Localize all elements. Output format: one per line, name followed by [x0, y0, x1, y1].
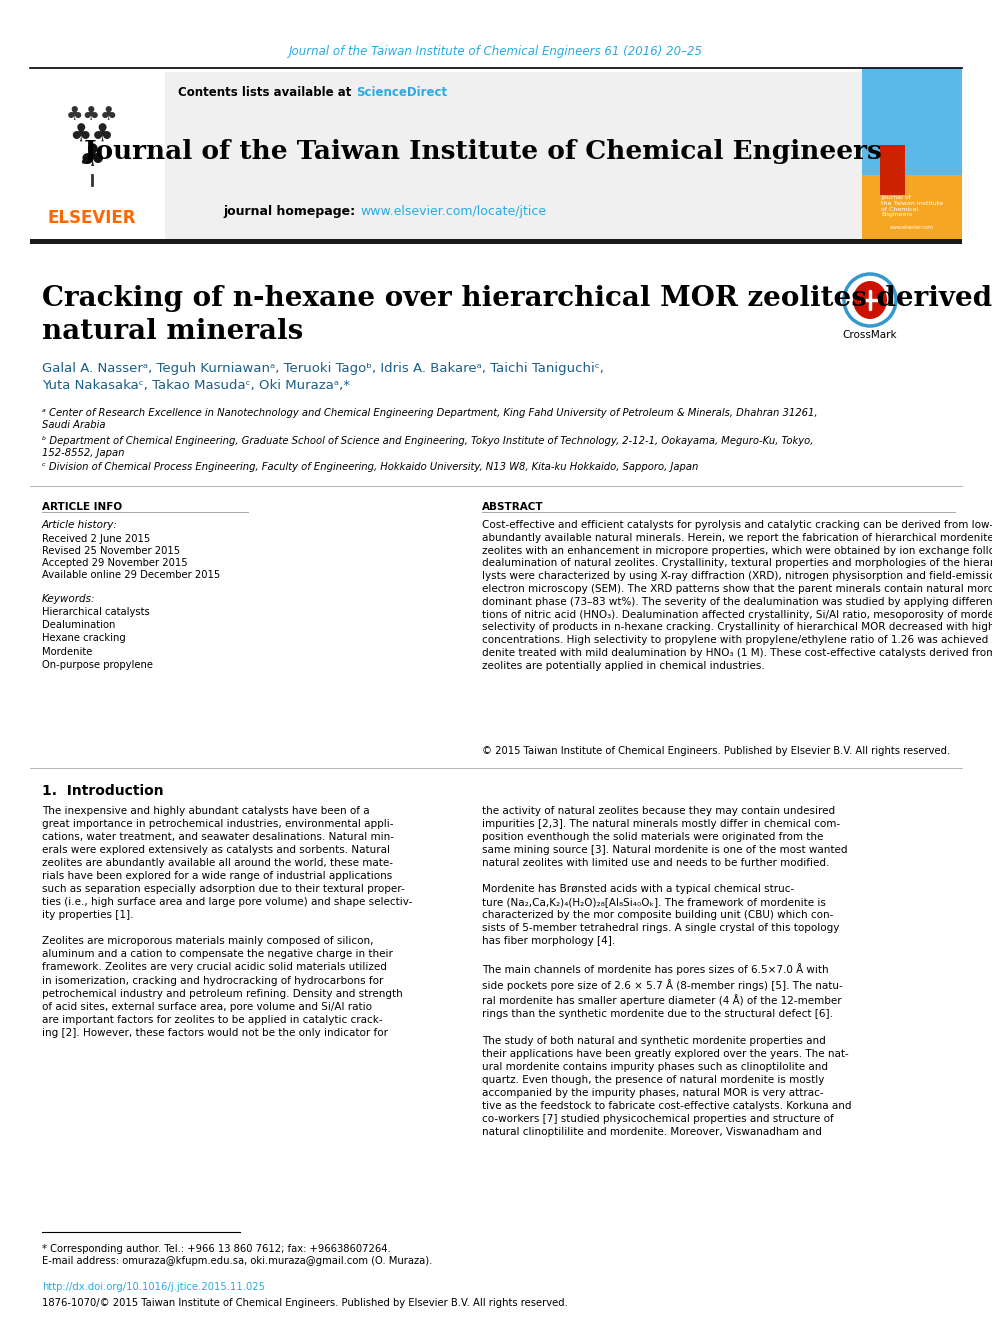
Text: * Corresponding author. Tel.: +966 13 860 7612; fax: +96638607264.: * Corresponding author. Tel.: +966 13 86… [42, 1244, 391, 1254]
Bar [862, 67, 962, 175]
Text: Accepted 29 November 2015: Accepted 29 November 2015 [42, 558, 187, 568]
Text: Journal of the Taiwan Institute of Chemical Engineers 61 (2016) 20–25: Journal of the Taiwan Institute of Chemi… [289, 45, 703, 58]
Bar [30, 239, 962, 243]
Text: Available online 29 December 2015: Available online 29 December 2015 [42, 570, 220, 579]
Text: 1.  Introduction: 1. Introduction [42, 785, 164, 798]
Ellipse shape [853, 280, 887, 319]
Text: ABSTRACT: ABSTRACT [482, 501, 544, 512]
Bar [862, 175, 962, 239]
Text: Galal A. Nasserᵃ, Teguh Kurniawanᵃ, Teruoki Tagoᵇ, Idris A. Bakareᵃ, Taichi Tani: Galal A. Nasserᵃ, Teguh Kurniawanᵃ, Teru… [42, 363, 604, 392]
Text: ScienceDirect: ScienceDirect [356, 86, 447, 99]
Text: © 2015 Taiwan Institute of Chemical Engineers. Published by Elsevier B.V. All ri: © 2015 Taiwan Institute of Chemical Engi… [482, 746, 950, 755]
Text: Cost-effective and efficient catalysts for pyrolysis and catalytic cracking can : Cost-effective and efficient catalysts f… [482, 520, 992, 671]
Text: Keywords:: Keywords: [42, 594, 95, 605]
Text: the activity of natural zeolites because they may contain undesired
impurities [: the activity of natural zeolites because… [482, 806, 851, 1136]
Bar [30, 71, 862, 239]
Text: journal homepage:: journal homepage: [223, 205, 360, 218]
Text: The inexpensive and highly abundant catalysts have been of a
great importance in: The inexpensive and highly abundant cata… [42, 806, 413, 1037]
Text: Contents lists available at: Contents lists available at [179, 86, 356, 99]
Text: ᵃ Center of Research Excellence in Nanotechnology and Chemical Engineering Depar: ᵃ Center of Research Excellence in Nanot… [42, 407, 817, 430]
Text: ♣: ♣ [78, 143, 106, 172]
Text: ♣♣♣: ♣♣♣ [65, 106, 118, 124]
Text: ARTICLE INFO: ARTICLE INFO [42, 501, 122, 512]
Text: ᶜ Division of Chemical Process Engineering, Faculty of Engineering, Hokkaido Uni: ᶜ Division of Chemical Process Engineeri… [42, 462, 698, 472]
Text: http://dx.doi.org/10.1016/j.jtice.2015.11.025: http://dx.doi.org/10.1016/j.jtice.2015.1… [42, 1282, 265, 1293]
Text: Cracking of n-hexane over hierarchical MOR zeolites derived from
natural mineral: Cracking of n-hexane over hierarchical M… [42, 284, 992, 345]
Text: CrossMark: CrossMark [842, 329, 898, 340]
Text: E-mail address: omuraza@kfupm.edu.sa, oki.muraza@gmail.com (O. Muraza).: E-mail address: omuraza@kfupm.edu.sa, ok… [42, 1256, 433, 1266]
Text: Hierarchical catalysts
Dealumination
Hexane cracking
Mordenite
On-purpose propyl: Hierarchical catalysts Dealumination Hex… [42, 607, 153, 669]
Text: Revised 25 November 2015: Revised 25 November 2015 [42, 546, 181, 556]
Text: ♣♣: ♣♣ [69, 123, 114, 147]
Bar [30, 71, 165, 239]
Text: Received 2 June 2015: Received 2 June 2015 [42, 534, 150, 544]
Text: Article history:: Article history: [42, 520, 118, 531]
Text: Journal of
the Taiwan Institute
of Chemical
Engineers: Journal of the Taiwan Institute of Chemi… [881, 194, 943, 217]
Text: ELSEVIER: ELSEVIER [48, 209, 136, 228]
Text: ᵇ Department of Chemical Engineering, Graduate School of Science and Engineering: ᵇ Department of Chemical Engineering, Gr… [42, 437, 813, 458]
Text: www.elsevier.com/locate/jtice: www.elsevier.com/locate/jtice [360, 205, 547, 218]
Text: www.elsevier.com: www.elsevier.com [890, 225, 933, 230]
Text: Journal of the Taiwan Institute of Chemical Engineers: Journal of the Taiwan Institute of Chemi… [83, 139, 883, 164]
Bar [880, 146, 905, 194]
Text: 1876-1070/© 2015 Taiwan Institute of Chemical Engineers. Published by Elsevier B: 1876-1070/© 2015 Taiwan Institute of Che… [42, 1298, 567, 1308]
